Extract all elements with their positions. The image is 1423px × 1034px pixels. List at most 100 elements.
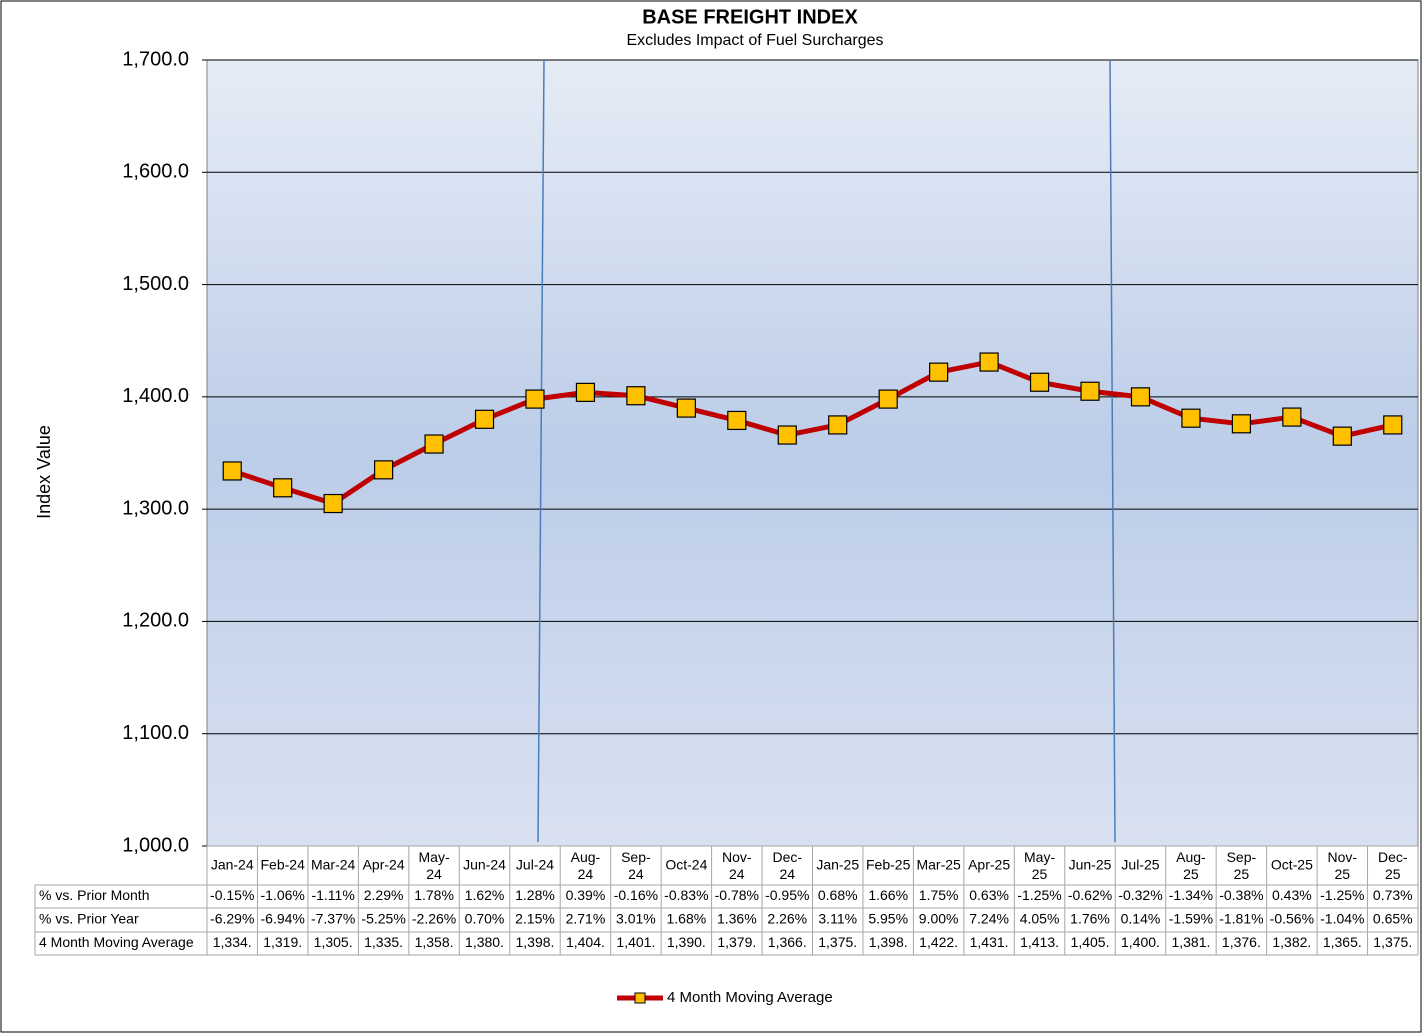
table-cell: -0.32% [1118, 887, 1162, 903]
table-cell: -6.94% [261, 911, 305, 927]
table-cell: 1,390. [667, 934, 706, 950]
x-tick-label: Mar-24 [311, 857, 356, 873]
table-cell: 1,380. [465, 934, 504, 950]
data-point [777, 425, 797, 445]
table-cell: -1.25% [1017, 887, 1061, 903]
table-cell: 4.05% [1020, 911, 1060, 927]
data-point [222, 461, 242, 481]
table-cell: -0.15% [210, 887, 254, 903]
table-cell: 0.65% [1373, 911, 1413, 927]
table-cell: -0.38% [1219, 887, 1263, 903]
x-tick-label: Dec-24 [772, 849, 802, 882]
data-point [575, 382, 596, 402]
table-cell: 9.00% [919, 911, 959, 927]
y-tick-label: 1,300.0 [122, 497, 189, 519]
data-point [273, 478, 293, 498]
table-cell: 0.73% [1373, 887, 1413, 903]
table-cell: 1,405. [1071, 934, 1110, 950]
table-cell: -7.37% [311, 911, 355, 927]
table-cell: -5.25% [361, 911, 405, 927]
data-table: Jan-24 Feb-24 Mar-24 Apr-24 May-24 Jun-24 Jul-… [34, 845, 1419, 956]
y-tick-label: 1,200.0 [122, 610, 189, 632]
x-tick-label: Feb-25 [866, 857, 911, 873]
data-point [929, 362, 949, 382]
y-tick-label: 1,600.0 [122, 161, 189, 183]
legend-swatch-marker [634, 992, 646, 1004]
table-cell: 0.14% [1121, 911, 1161, 927]
x-tick-label: Sep-24 [621, 849, 651, 882]
table-cell: 1.76% [1070, 911, 1110, 927]
x-tick-label: Jul-25 [1121, 857, 1159, 873]
plot-area [206, 59, 1419, 847]
table-cell: -1.06% [261, 887, 305, 903]
data-point [828, 415, 848, 435]
x-tick-label: Apr-24 [363, 857, 405, 873]
data-point [1080, 381, 1100, 401]
table-cell: 1,400. [1121, 934, 1160, 950]
table-cell: 1,431. [970, 934, 1009, 950]
table-cell: 1,398. [869, 934, 908, 950]
chart-title: BASE FREIGHT INDEX [642, 6, 858, 28]
x-tick-label: Jan-25 [816, 857, 859, 873]
table-cell: -0.95% [765, 887, 809, 903]
y-tick-label: 1,000.0 [122, 834, 189, 856]
table-cell: -0.62% [1068, 887, 1112, 903]
y-tick-label: 1,100.0 [122, 722, 189, 744]
table-cell: 1,413. [1020, 934, 1059, 950]
x-tick-label: Sep-25 [1227, 849, 1257, 882]
table-cell: 1,376. [1222, 934, 1261, 950]
chart-subtitle: Excludes Impact of Fuel Surcharges [626, 32, 883, 49]
table-cell: -0.83% [664, 887, 708, 903]
data-point [323, 493, 343, 514]
table-cell: 0.68% [818, 887, 858, 903]
table-cell: 5.95% [868, 911, 908, 927]
table-cell: 1,305. [314, 934, 353, 950]
legend-label: 4 Month Moving Average [667, 989, 833, 1006]
x-tick-label: Oct-24 [665, 857, 707, 873]
table-row-label: 4 Month Moving Average [39, 934, 194, 950]
data-point [676, 398, 696, 418]
x-tick-label: Jan-24 [211, 857, 254, 873]
table-cell: 1.75% [919, 887, 959, 903]
data-point [1332, 426, 1352, 446]
data-point [1282, 407, 1302, 427]
divider-line [1109, 59, 1116, 843]
x-tick-label: Oct-25 [1271, 857, 1313, 873]
data-point [1231, 414, 1251, 434]
series-group [222, 352, 1403, 514]
table-cell: 1,401. [616, 934, 655, 950]
data-point [727, 410, 747, 431]
x-tick-label: Nov-24 [722, 849, 752, 882]
table-cell: 1,335. [364, 934, 403, 950]
data-point [626, 386, 646, 406]
table-cell: 1,366. [768, 934, 807, 950]
table-cell: 3.01% [616, 911, 656, 927]
table-cell: 1.66% [868, 887, 908, 903]
table-cell: 1,358. [415, 934, 454, 950]
x-tick-label: Feb-24 [261, 857, 306, 873]
table-cell: 1,375. [1373, 934, 1412, 950]
table-cell: -0.78% [715, 887, 759, 903]
data-point [1029, 372, 1050, 392]
y-tick-label: 1,500.0 [122, 273, 189, 295]
data-point [424, 434, 444, 454]
data-point [878, 389, 898, 409]
table-row-label: % vs. Prior Month [39, 887, 149, 903]
table-cell: -1.81% [1219, 911, 1263, 927]
table-cell: -1.59% [1169, 911, 1213, 927]
data-point [525, 389, 545, 409]
y-axis-title: Index Value [34, 425, 54, 519]
table-cell: -1.04% [1320, 911, 1364, 927]
table-cell: -1.11% [311, 887, 354, 903]
table-cell: 1.36% [717, 911, 757, 927]
x-tick-label: Aug-24 [571, 849, 601, 882]
table-cell: 0.63% [969, 887, 1009, 903]
x-tick-label: Mar-25 [916, 857, 961, 873]
table-cell: 3.11% [818, 911, 857, 927]
x-tick-label: Dec-25 [1378, 849, 1408, 882]
data-point [1383, 415, 1403, 435]
x-tick-label: Apr-25 [968, 857, 1010, 873]
divider-line [537, 59, 545, 843]
table-cell: 1,381. [1171, 934, 1210, 950]
x-tick-label: Aug-25 [1176, 849, 1206, 882]
